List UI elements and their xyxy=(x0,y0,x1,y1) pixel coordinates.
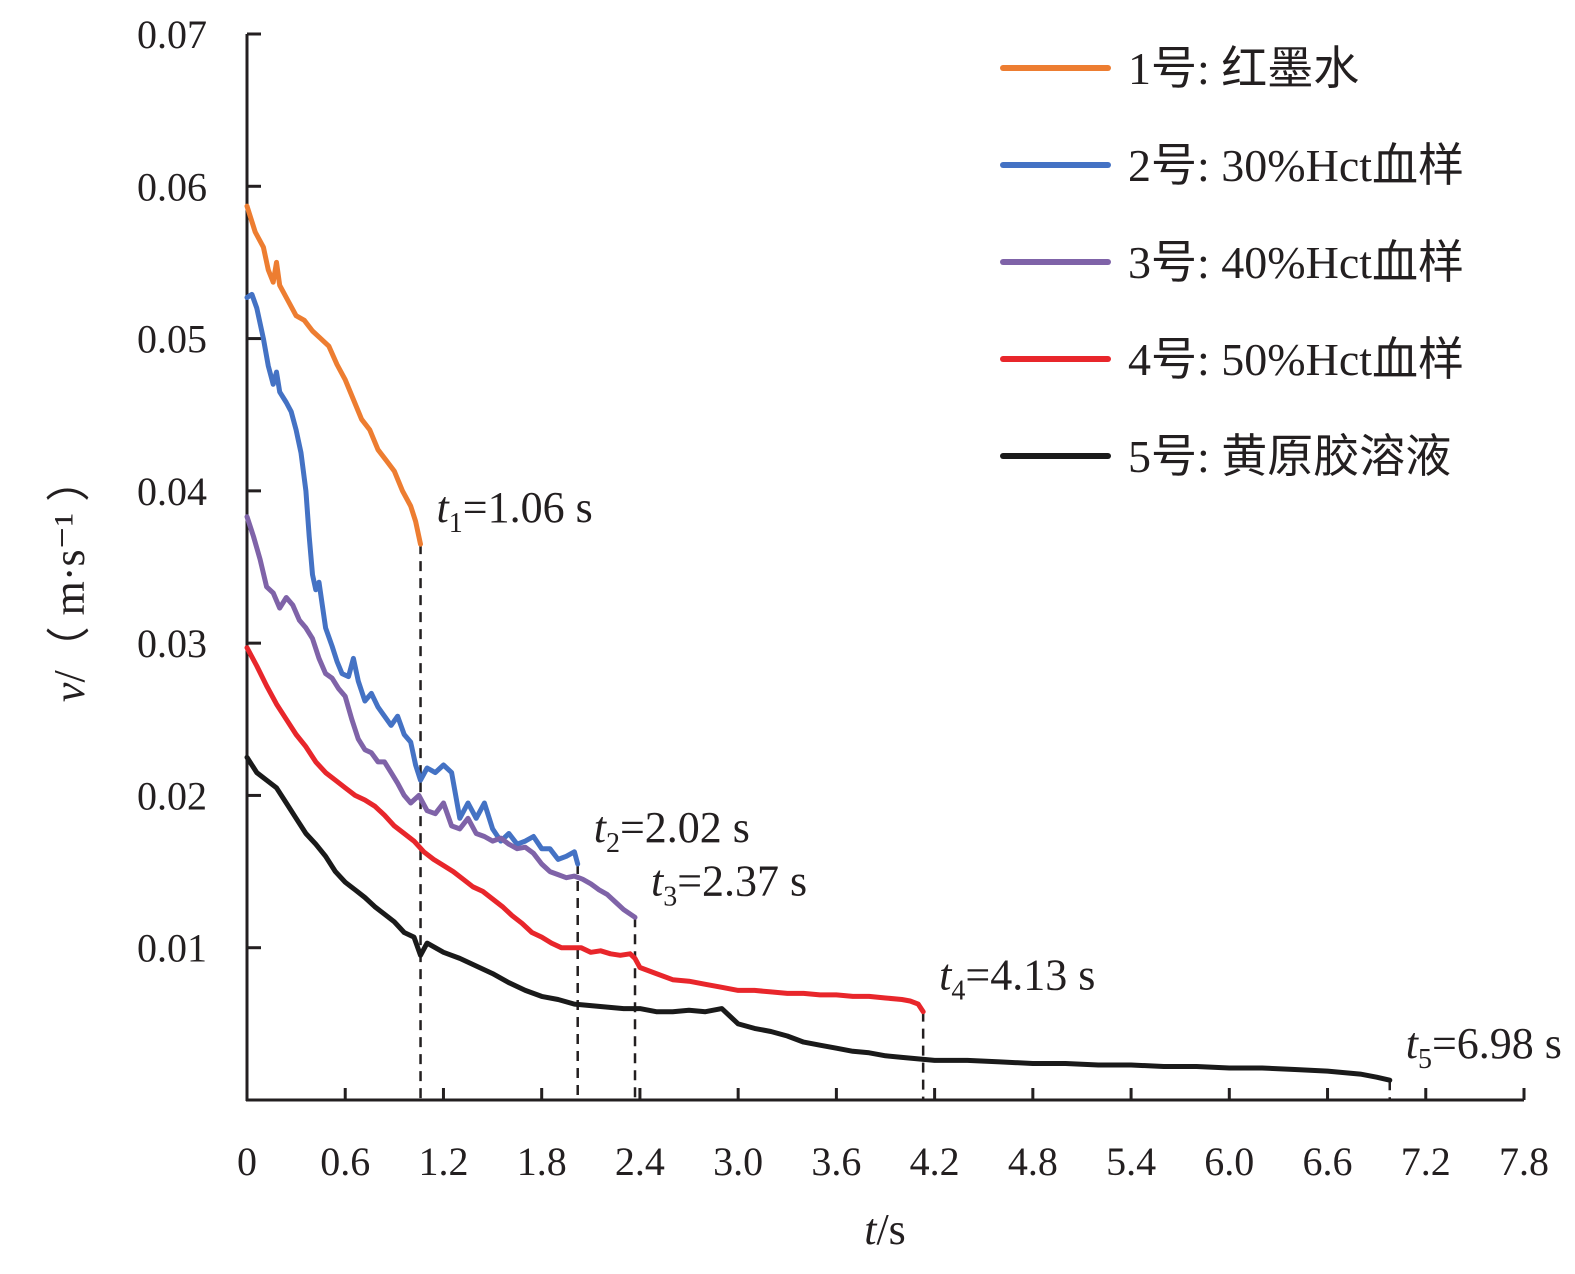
x-tick-label: 1.8 xyxy=(517,1139,567,1184)
y-tick-label: 0.06 xyxy=(137,164,207,209)
x-tick-label: 1.2 xyxy=(418,1139,468,1184)
legend-label-1: 1号: 红墨水 xyxy=(1128,43,1359,94)
y-tick-label: 0.03 xyxy=(137,621,207,666)
x-tick-label: 7.8 xyxy=(1499,1139,1549,1184)
legend: 1号: 红墨水 2号: 30%Hct血样 3号: 40%Hct血样 4号: 50%Hc… xyxy=(1000,43,1464,482)
x-tick-label: 0.6 xyxy=(320,1139,370,1184)
legend-label-5: 5号: 黄原胶溶液 xyxy=(1128,431,1451,482)
x-tick-label: 6.6 xyxy=(1303,1139,1353,1184)
y-tick-label: 0.02 xyxy=(137,773,207,818)
x-tick-label: 5.4 xyxy=(1106,1139,1156,1184)
series-line-1 xyxy=(244,203,423,547)
legend-label-3: 3号: 40%Hct血样 xyxy=(1128,237,1464,288)
x-axis-var: t xyxy=(864,1205,878,1254)
annotation-label-2: t2=2.02 s xyxy=(594,803,750,859)
x-tick-label: 0 xyxy=(237,1139,257,1184)
annotation-droplines xyxy=(419,544,1392,1100)
x-axis-unit: /s xyxy=(876,1205,905,1254)
annotation-label-5: t5=6.98 s xyxy=(1406,1019,1562,1075)
x-tick-label: 3.6 xyxy=(811,1139,861,1184)
x-tick-label: 3.0 xyxy=(713,1139,763,1184)
y-tick-label: 0.07 xyxy=(137,12,207,57)
annotation-label-4: t4=4.13 s xyxy=(939,951,1095,1007)
series-line-4 xyxy=(244,645,926,1015)
x-tick-label: 2.4 xyxy=(615,1139,665,1184)
series-lines xyxy=(244,203,1393,1083)
series-line-2 xyxy=(244,291,581,867)
y-axis-var: v xyxy=(45,682,94,702)
x-axis-title: t/s xyxy=(864,1205,906,1254)
legend-label-2: 2号: 30%Hct血样 xyxy=(1128,140,1464,191)
annotation-label-1: t1=1.06 s xyxy=(437,483,593,539)
series-line-5 xyxy=(244,754,1393,1083)
x-tick-label: 4.8 xyxy=(1008,1139,1058,1184)
series-line-3 xyxy=(244,514,638,920)
legend-label-4: 4号: 50%Hct血样 xyxy=(1128,334,1464,385)
y-axis-ticks: 0.01 0.02 0.03 0.04 0.05 0.06 0.07 xyxy=(137,12,261,971)
axes xyxy=(245,34,1524,1102)
annotation-label-3: t3=2.37 s xyxy=(651,856,807,912)
y-tick-label: 0.04 xyxy=(137,469,207,514)
x-tick-label: 7.2 xyxy=(1401,1139,1451,1184)
y-tick-label: 0.01 xyxy=(137,926,207,971)
x-tick-label: 4.2 xyxy=(910,1139,960,1184)
y-axis-unit: /（ m·s⁻¹ ） xyxy=(45,458,94,683)
x-axis-ticks: 0 0.6 1.2 1.8 2.4 3.0 3.6 4.2 4.8 5.4 6.0 6.6 7.2 7.8 xyxy=(237,1088,1549,1184)
y-tick-label: 0.05 xyxy=(137,317,207,362)
y-axis-title: v/（ m·s⁻¹ ） xyxy=(45,458,94,702)
annotations: t1=1.06 s t2=2.02 st3=2.37 s t4=4.13 s t5=6… xyxy=(437,483,1562,1075)
x-tick-label: 6.0 xyxy=(1204,1139,1254,1184)
